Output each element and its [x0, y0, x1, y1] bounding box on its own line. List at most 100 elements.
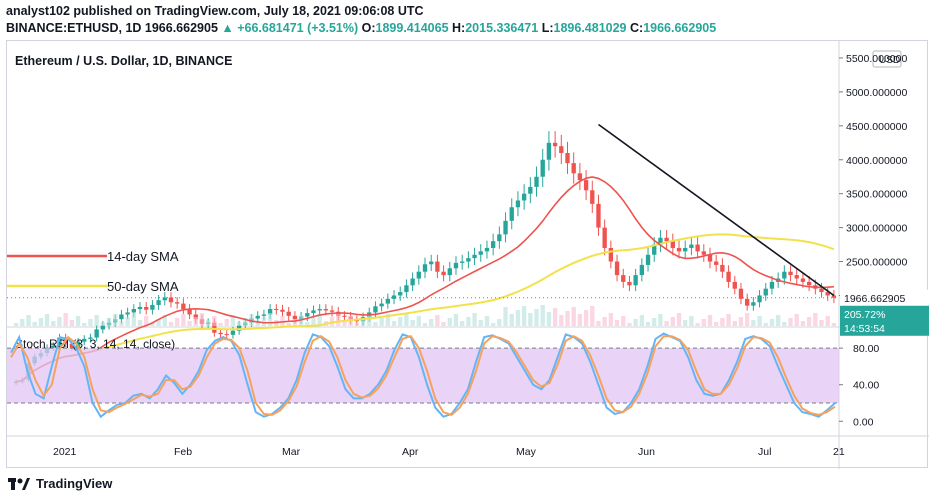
volume-bar	[695, 323, 700, 326]
volume-bar	[552, 308, 558, 326]
volume-bar	[738, 317, 744, 326]
percent-label: 205.72%	[844, 309, 885, 321]
candle-body	[521, 193, 527, 201]
volume-bar	[131, 313, 136, 326]
volume-bar	[521, 306, 527, 326]
high-value: 2015.336471	[465, 21, 539, 35]
volume-bar	[515, 310, 521, 326]
candle-body	[236, 325, 242, 331]
candle-body	[769, 281, 775, 289]
candle-body	[645, 254, 651, 265]
volume-bar	[794, 314, 799, 326]
volume-bar	[32, 322, 37, 326]
candle-body	[429, 261, 434, 265]
candle-body	[218, 332, 223, 335]
volume-bar	[193, 317, 198, 326]
volume-bar	[800, 321, 806, 326]
candle-body	[800, 278, 806, 282]
currency-badge: USD	[879, 55, 900, 66]
volume-bar	[726, 314, 731, 326]
volume-bar	[751, 320, 756, 326]
candle-body	[794, 275, 799, 279]
volume-bar	[596, 321, 601, 326]
volume-bar	[757, 316, 762, 326]
volume-bar	[156, 319, 161, 326]
candle-body	[156, 300, 161, 305]
sma50-label: 50-day SMA	[107, 279, 179, 294]
candle-body	[261, 314, 267, 316]
volume-bar	[509, 314, 514, 326]
volume-bar	[168, 322, 174, 326]
candle-body	[658, 237, 663, 245]
volume-bar	[472, 313, 477, 326]
volume-bar	[546, 312, 552, 326]
candle-body	[329, 310, 335, 312]
volume-bar	[639, 315, 645, 326]
candle-body	[435, 261, 440, 272]
chart-frame[interactable]: Ethereum / U.S. Dollar, 1D, BINANCE USD 55…	[6, 40, 929, 469]
chart-canvas[interactable]: Ethereum / U.S. Dollar, 1D, BINANCE USD55…	[7, 41, 929, 469]
currency-badge-box	[872, 50, 902, 68]
volume-bar	[435, 315, 440, 326]
y-tick-label: 4500.000000	[846, 121, 907, 133]
candle-body	[441, 271, 446, 276]
candle-body	[255, 315, 260, 319]
candle-body	[633, 275, 638, 286]
volume-bar	[13, 323, 19, 326]
candle-body	[274, 309, 279, 311]
candle-body	[323, 309, 329, 311]
candle-body	[460, 261, 465, 263]
volume-bar	[199, 313, 205, 326]
volume-bar	[385, 314, 390, 326]
footer-brand[interactable]: TradingView	[8, 476, 112, 491]
candles	[13, 131, 837, 386]
volume-bar	[484, 316, 490, 326]
volume-bar	[571, 307, 576, 326]
brand-name: TradingView	[36, 476, 113, 491]
candle-body	[373, 306, 378, 313]
volume-bar	[763, 323, 768, 326]
volume-bar	[769, 319, 775, 326]
candle-body	[689, 244, 694, 248]
x-tick-label: 2021	[53, 446, 77, 458]
volume-bar	[806, 317, 812, 326]
candle-body	[571, 163, 576, 174]
stoch-y-tick-label: 40.00	[853, 380, 879, 392]
candle-body	[280, 309, 285, 312]
countdown-label: 14:53:54	[844, 323, 885, 335]
candle-body	[137, 307, 143, 310]
volume-bar	[342, 320, 347, 326]
candle-body	[317, 309, 322, 311]
volume-bar	[267, 313, 273, 326]
high-label: H:	[452, 21, 466, 35]
candle-body	[652, 244, 657, 255]
volume-bar	[429, 319, 434, 326]
y-tick-label: 5500.000000	[846, 53, 907, 65]
candle-body	[707, 254, 713, 262]
tradingview-logo-icon	[8, 477, 30, 490]
volume-bar	[51, 321, 56, 326]
candle-body	[51, 345, 56, 348]
candle-body	[391, 295, 397, 299]
volume-bar	[137, 320, 143, 326]
percent-box	[840, 305, 929, 336]
volume-bar	[106, 318, 112, 326]
candle-body	[466, 258, 471, 262]
volume-bar	[540, 305, 545, 326]
volume-bar	[218, 323, 223, 326]
volume-bar	[534, 309, 539, 326]
candle-body	[559, 146, 564, 153]
volume-bar	[503, 307, 508, 326]
candle-body	[602, 227, 607, 248]
sma14-label: 14-day SMA	[107, 249, 179, 264]
volume-bar	[113, 314, 118, 326]
candle-body	[453, 262, 459, 269]
candle-body	[503, 220, 508, 235]
volume-bar	[782, 322, 787, 326]
volume-bar	[528, 313, 533, 326]
volume-bar	[150, 323, 155, 326]
close-value: 1966.662905	[643, 21, 717, 35]
volume-bar	[205, 320, 211, 326]
candle-body	[596, 203, 601, 228]
candle-body	[497, 234, 502, 242]
